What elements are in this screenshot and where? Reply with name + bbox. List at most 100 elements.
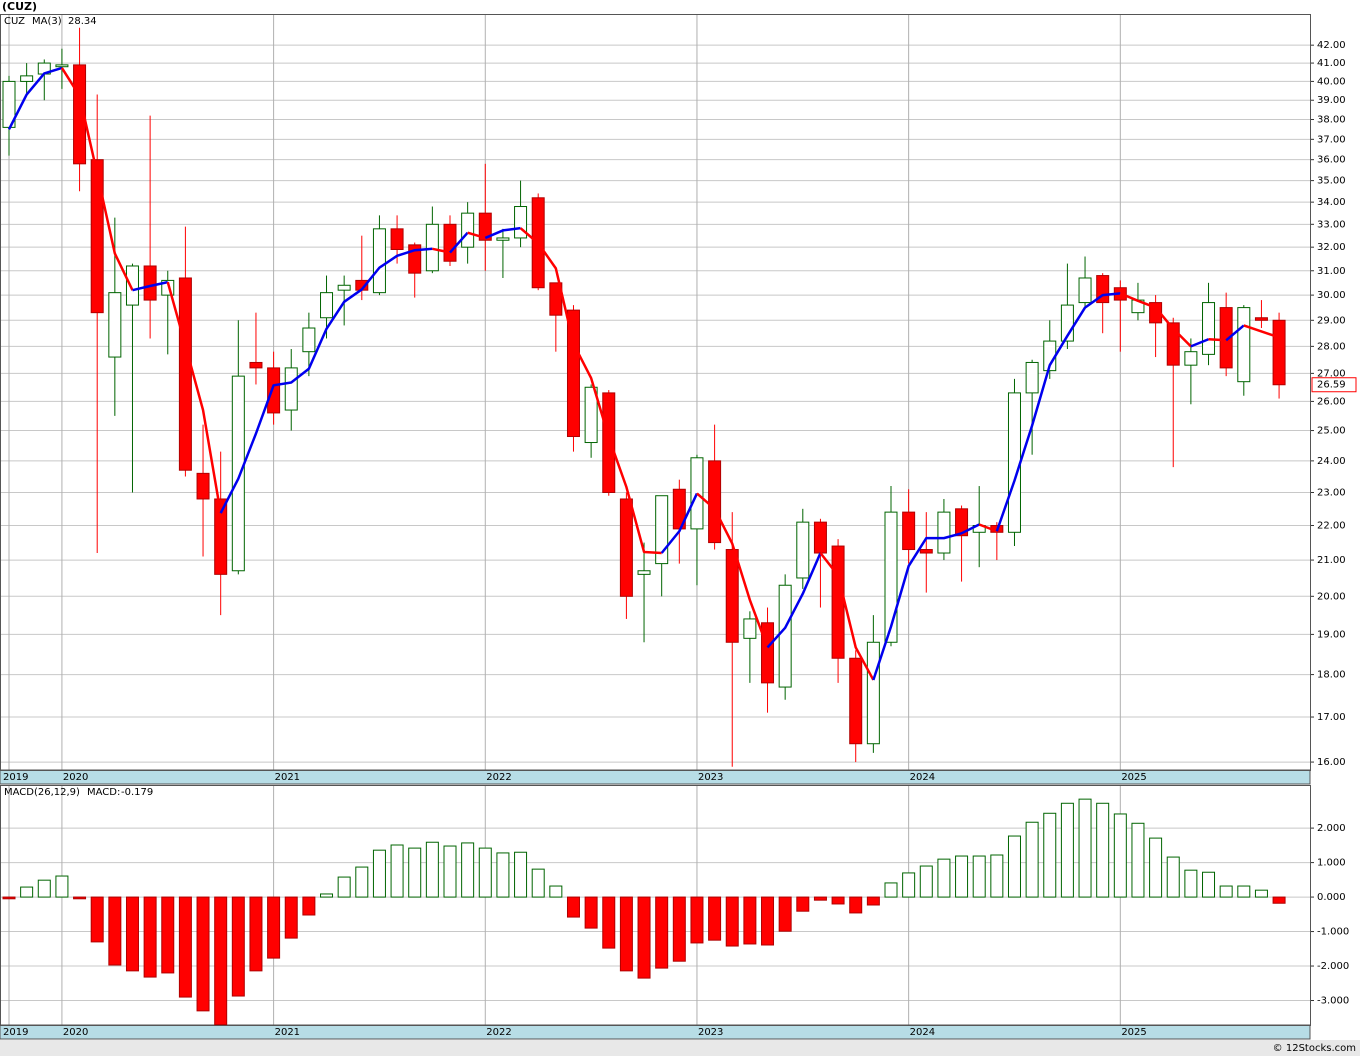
bar (390, 844, 404, 898)
bar (20, 886, 34, 898)
y-tick-label: 21.00 (1317, 555, 1346, 566)
ma-line (766, 552, 822, 649)
bar (196, 896, 210, 1012)
y-tick-label: 23.00 (1317, 487, 1346, 498)
x-tick-label: 2021 (275, 772, 300, 783)
x-tick-label: 2019 (3, 772, 28, 783)
candle-body (796, 521, 810, 579)
bar (1025, 821, 1039, 898)
bar (566, 896, 580, 918)
candle-body (90, 159, 104, 314)
y-tick-label: 38.00 (1317, 115, 1346, 126)
y-tick-label: 17.00 (1317, 712, 1346, 723)
bar (531, 868, 545, 898)
candle-body (178, 277, 192, 471)
candle-body (743, 618, 757, 639)
bar (1254, 889, 1268, 898)
candle-body (267, 367, 281, 414)
bar (972, 855, 986, 898)
bar (1096, 802, 1110, 898)
candle-body (1237, 307, 1251, 383)
x-axis-strip (0, 1024, 1311, 1040)
candle-body (1184, 351, 1198, 366)
candle-body (302, 327, 316, 353)
candle-body (902, 511, 916, 551)
x-tick-label: 2023 (698, 772, 723, 783)
bar (637, 896, 651, 979)
candle-body (143, 265, 157, 301)
bar (725, 896, 739, 947)
candle-body (955, 508, 969, 537)
bar (425, 841, 439, 898)
x-tick-label: 2025 (1121, 1027, 1146, 1038)
bar (37, 879, 51, 898)
candle-body (443, 223, 457, 262)
y-tick-label: 1.000 (1317, 858, 1346, 869)
x-tick-label: 2022 (486, 772, 511, 783)
bar (602, 896, 616, 949)
y-tick-label: -1.000 (1317, 927, 1349, 938)
ma-line (484, 226, 521, 240)
candle-body (1025, 361, 1039, 394)
bar (1078, 798, 1092, 898)
bar (902, 872, 916, 898)
y-tick-label: 25.00 (1317, 426, 1346, 437)
candle-body (937, 511, 951, 554)
bar (214, 896, 228, 1026)
candle-body (478, 212, 492, 241)
candle-body (196, 472, 210, 500)
bar (690, 896, 704, 944)
bar (1131, 822, 1145, 898)
bar (55, 875, 69, 898)
bar (955, 855, 969, 898)
candle-body (637, 570, 651, 575)
candle-body (1254, 317, 1268, 321)
y-tick-label: 16.00 (1317, 757, 1346, 768)
y-tick-label: 19.00 (1317, 629, 1346, 640)
ma-line (978, 523, 998, 533)
y-tick-label: 20.00 (1317, 591, 1346, 602)
y-tick-label: 35.00 (1317, 176, 1346, 187)
candle-body (214, 498, 228, 575)
y-tick-label: 32.00 (1317, 242, 1346, 253)
bar (708, 896, 722, 941)
y-tick-label: 31.00 (1317, 266, 1346, 277)
bar (778, 896, 792, 932)
ma-line (60, 67, 134, 291)
legend-value: 28.34 (68, 16, 97, 27)
ma-line (696, 492, 769, 648)
bar (478, 847, 492, 898)
bar (1237, 885, 1251, 898)
ma-line (7, 66, 63, 130)
candle-body (725, 549, 739, 643)
bar (231, 896, 245, 997)
y-tick-label: 40.00 (1317, 76, 1346, 87)
bar (372, 849, 386, 898)
ma-line (1119, 292, 1192, 348)
bar (672, 896, 686, 962)
footer: © 12Stocks.com (1273, 1043, 1356, 1054)
ma-line (995, 292, 1121, 532)
bar (743, 896, 757, 945)
y-tick-label: 18.00 (1317, 670, 1346, 681)
plot-frame (0, 785, 1311, 1026)
x-tick-label: 2021 (275, 1027, 300, 1038)
bar (655, 896, 669, 969)
candle-body (778, 584, 792, 688)
y-tick-label: 0.000 (1317, 892, 1346, 903)
bar (1219, 885, 1233, 898)
legend-label: MACD: (87, 787, 120, 798)
x-axis-strip (0, 769, 1311, 785)
ma-line (1190, 338, 1209, 348)
candle-body (1272, 319, 1286, 386)
bar (90, 896, 104, 943)
bar (549, 885, 563, 898)
bar (320, 893, 334, 898)
x-tick-label: 2020 (63, 1027, 88, 1038)
candle-body (1219, 307, 1233, 369)
legend-label: MA(3) (32, 16, 62, 27)
candle-body (1202, 302, 1216, 355)
y-tick-label: 36.00 (1317, 155, 1346, 166)
y-tick-label: 37.00 (1317, 134, 1346, 145)
